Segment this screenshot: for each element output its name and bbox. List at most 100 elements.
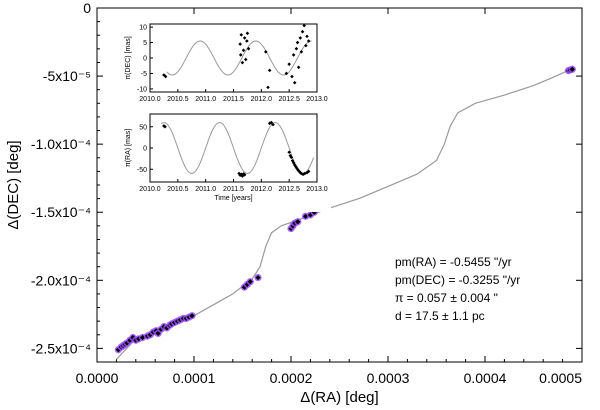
inset-data-point: [306, 169, 311, 174]
inset-x-tick-label: 2011.0: [195, 96, 216, 103]
data-point: [241, 284, 248, 290]
inset-x-tick-label: 2013.0: [306, 96, 328, 103]
inset-data-point: [300, 29, 305, 34]
x-tick-label: 0.0005: [539, 370, 582, 386]
inset-data-point: [240, 174, 245, 178]
inset-x-tick-label: 2012.0: [251, 186, 273, 193]
inset-data-point: [263, 50, 268, 54]
inset-x-tick-label: 2012.5: [278, 96, 300, 103]
inset-x-tick-label: 2010.5: [167, 186, 189, 193]
x-tick-label: 0.0003: [367, 370, 410, 386]
x-tick-label: 0.0000: [76, 370, 119, 386]
annotation-distance: d = 17.5 ± 1.1 pc: [395, 309, 485, 323]
inset-data-point: [267, 68, 272, 73]
annotation-pm-dec: pm(DEC) = -0.3255 "/yr: [395, 273, 520, 287]
inset-model-curve: [160, 122, 315, 174]
inset-data-point: [294, 46, 299, 51]
inset-data-point: [292, 80, 297, 85]
inset-data-point: [296, 65, 301, 70]
data-point: [244, 281, 250, 287]
inset-x-tick-label: 2010.0: [139, 186, 161, 193]
inset-data-point: [284, 71, 289, 76]
x-tick-label: 0.0002: [270, 370, 313, 386]
inset-data-point: [241, 48, 246, 53]
inset-data-point: [241, 172, 246, 176]
inset-data-point: [271, 122, 275, 127]
inset-ra-parallax-plot: 2010.0 2010.5 2011.0 2011.5 2012.0 2012.5 2013…: [114, 110, 331, 212]
y-tick-label: -2.0x10⁻⁴: [31, 272, 91, 288]
inset-data-point: [240, 60, 245, 65]
inset-data-point: [298, 170, 303, 175]
data-point: [255, 274, 261, 281]
inset-data-point: [299, 171, 304, 176]
inset-data-point: [306, 39, 311, 43]
inset-data-point: [304, 43, 308, 48]
y-tick-label: -5x10⁻⁵: [43, 68, 91, 84]
inset-x-tick-label: 2013.0: [306, 186, 328, 193]
inset-data-point: [294, 164, 298, 169]
data-point: [124, 340, 130, 346]
data-point: [302, 213, 309, 219]
inset-x-tick-label: 2012.5: [278, 186, 300, 193]
inset-y-tick-label: 10: [139, 25, 147, 32]
inset-data-point: [295, 166, 299, 171]
inset-y-axis-title: π(DEC) [mas]: [125, 36, 132, 79]
fit-results-annotation: pm(RA) = -0.5455 "/yr pm(DEC) = -0.3255 …: [395, 255, 520, 323]
inset-data-point: [238, 173, 242, 177]
data-point: [295, 219, 301, 225]
inset-y-tick-label: 0: [143, 146, 147, 153]
inset-data-point: [238, 53, 243, 57]
data-point: [311, 209, 317, 215]
inset-data-point: [302, 23, 306, 28]
inset-data-point: [242, 172, 247, 177]
inset-x-tick-label: 2012.0: [251, 96, 273, 103]
inset-data-point: [295, 40, 300, 45]
y-axis-title: Δ(DEC) [deg]: [5, 140, 22, 229]
y-tick-label: 0: [83, 0, 91, 16]
x-tick-label: 0.0001: [173, 370, 216, 386]
inset-data-point: [290, 74, 294, 79]
data-point: [307, 212, 313, 218]
inset-data-point: [163, 124, 167, 129]
data-point: [164, 325, 170, 331]
inset-data-point: [267, 121, 272, 126]
inset-data-point: [287, 62, 291, 66]
annotation-parallax: π = 0.057 ± 0.004 ": [395, 291, 498, 305]
data-point: [247, 279, 253, 285]
inset-data-point: [246, 46, 251, 51]
inset-data-point: [302, 171, 307, 176]
inset-data-point: [305, 34, 309, 39]
inset-data-point: [266, 85, 270, 90]
inset-data-point: [299, 50, 304, 54]
inset-data-point: [289, 155, 294, 160]
inset-data-point: [243, 57, 248, 62]
inset-y-tick-label: 50: [139, 124, 147, 131]
inset-data-point: [163, 74, 168, 79]
data-point: [158, 326, 164, 332]
inset-x-tick-label: 2011.5: [223, 96, 244, 103]
annotation-pm-ra: pm(RA) = -0.5455 "/yr: [395, 255, 512, 269]
y-tick-label: -1.5x10⁻⁴: [31, 204, 91, 220]
inset-y-tick-label: -5: [141, 71, 147, 78]
inset-data-point: [291, 53, 296, 57]
x-axis-title: Δ(RA) [deg]: [300, 389, 378, 406]
inset-data-point: [242, 36, 247, 40]
data-point: [155, 330, 161, 337]
inset-x-tick-label: 2010.5: [167, 96, 189, 103]
main-plot: 0.0000 0.0001 0.0002 0.0003 0.0004 0.0005 0 -5x…: [5, 0, 583, 406]
data-point: [569, 66, 575, 72]
inset-dec-parallax-plot: 2010.0 2010.5 2011.0 2011.5 2012.0 2012.5 2013…: [114, 20, 331, 110]
data-point: [136, 336, 142, 342]
y-tick-label: -1.0x10⁻⁴: [31, 136, 91, 152]
inset-data-point: [301, 172, 305, 177]
inset-data-point: [238, 42, 242, 46]
inset-x-tick-label: 2011.0: [195, 186, 216, 193]
inset-data-point: [287, 150, 291, 155]
inset-y-tick-label: 0: [143, 56, 147, 63]
inset-y-tick-label: 5: [143, 40, 147, 47]
y-tick-label: -2.5x10⁻⁴: [31, 340, 91, 356]
inset-data-point: [291, 161, 296, 165]
inset-data-point: [239, 33, 244, 37]
inset-y-axis-title: π(RA) [mas]: [125, 129, 132, 167]
